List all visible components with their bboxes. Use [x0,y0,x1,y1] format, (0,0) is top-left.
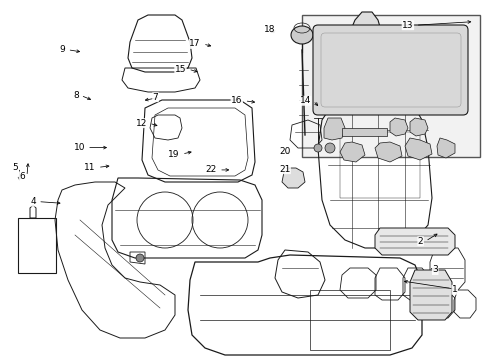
Polygon shape [349,12,381,52]
Text: 19: 19 [168,150,180,158]
Polygon shape [374,228,454,255]
Polygon shape [436,138,454,158]
Text: 1: 1 [451,285,457,294]
Text: 7: 7 [152,93,158,102]
Polygon shape [409,270,451,320]
Polygon shape [389,118,407,136]
Text: 12: 12 [136,119,147,128]
Text: 14: 14 [299,96,310,105]
Bar [341,128,386,136]
Text: 9: 9 [60,45,65,54]
Text: 4: 4 [30,197,36,206]
Text: 13: 13 [401,21,413,30]
Text: 3: 3 [431,266,437,274]
Circle shape [136,254,143,262]
Polygon shape [339,142,364,162]
Text: 6: 6 [19,172,25,181]
Polygon shape [404,138,431,160]
Text: 20: 20 [279,147,290,156]
Ellipse shape [290,26,312,44]
Text: 18: 18 [264,25,275,34]
Text: 15: 15 [174,65,186,74]
FancyBboxPatch shape [312,25,467,115]
Polygon shape [409,118,427,136]
Text: 10: 10 [73,143,85,152]
Text: 21: 21 [279,165,290,174]
Bar [18,218,56,273]
Circle shape [313,144,321,152]
Text: 17: 17 [189,40,201,49]
Text: 22: 22 [205,165,217,174]
Text: 8: 8 [73,91,79,100]
Polygon shape [324,118,345,140]
Polygon shape [374,142,401,162]
Circle shape [325,143,334,153]
Text: 16: 16 [230,96,242,105]
Text: 5: 5 [12,163,18,172]
Polygon shape [282,168,305,188]
Text: 11: 11 [84,163,96,172]
Text: 2: 2 [417,237,423,246]
Bar [302,15,479,157]
